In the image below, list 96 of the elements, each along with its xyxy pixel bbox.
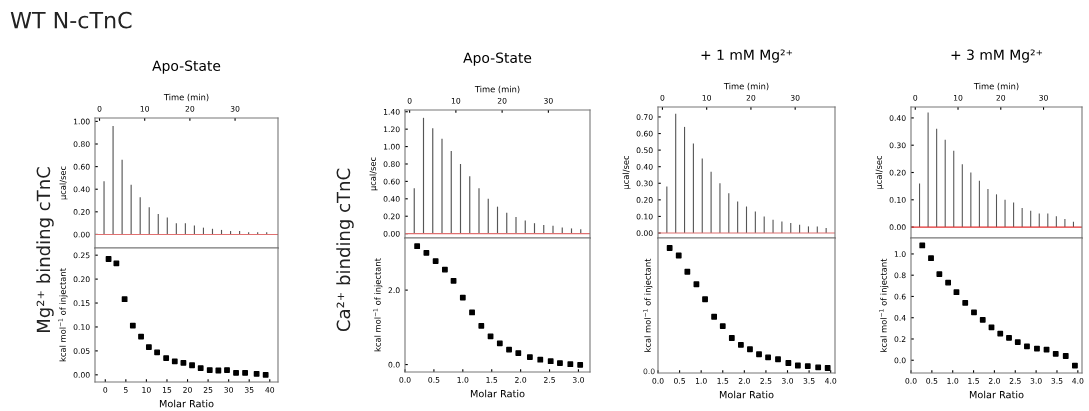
x-axis-title: Molar Ratio [969,390,1024,399]
point [478,322,485,329]
point [919,242,926,249]
point [526,354,533,361]
point [171,358,178,365]
chart-title: + 1 mM Mg²⁺ [701,49,793,63]
point [1024,343,1030,350]
point [121,296,128,303]
point [180,359,187,366]
y-axis-title: µcal/sec [622,155,631,189]
point [971,309,977,316]
point [719,323,726,330]
point [262,371,269,378]
point [928,255,934,262]
point [577,362,584,368]
point [547,358,554,365]
point [105,256,112,262]
text: Ca²⁺ binding cTnC [336,168,354,332]
point [557,360,563,366]
point [728,335,735,341]
x-axis-title: Molar Ratio [470,389,525,398]
point [567,361,574,368]
point [145,344,152,350]
point [469,309,475,316]
y-axis-title: µcal/sec [875,155,884,189]
y-axis-title: µcal/sec [369,157,378,191]
y-axis-title: kcal mol$^{−1}$ of injectant [643,258,653,352]
chart-title: + 3 mM Mg²⁺ [951,49,1043,63]
text: WT N-cTnC [10,11,132,29]
point [775,356,781,363]
point [441,266,448,273]
point [953,289,960,296]
point [1034,345,1040,352]
point [1062,353,1069,359]
point [242,370,248,376]
x-axis-title: Molar Ratio [719,390,774,399]
point [1043,346,1050,353]
point [988,324,995,331]
point [487,333,494,340]
point [206,367,213,373]
point [154,349,160,356]
x-axis-title: Time (min) [973,82,1019,91]
point [197,365,204,372]
point [224,367,230,373]
chart-title: Apo-State [152,60,221,74]
point [747,346,753,353]
point [189,362,195,369]
point [432,258,439,264]
point [129,322,136,329]
point [997,330,1004,337]
point [1014,339,1021,346]
point [233,370,239,376]
point [1006,335,1012,341]
x-axis-title: Molar Ratio [159,399,214,408]
point [1052,350,1059,357]
y-axis-title: kcal mol$^{−1}$ of injectant [58,268,68,362]
x-axis-title: Time (min) [723,82,769,91]
point [675,252,682,259]
point [785,360,792,366]
point [765,354,771,361]
point [945,279,952,286]
point [979,316,986,323]
point [756,351,762,358]
point [423,249,430,256]
point [936,271,943,278]
y-axis-title: µcal/sec [59,166,68,200]
point [711,313,718,320]
point [163,355,170,361]
point [253,370,260,377]
text: Mg²⁺ binding cTnC [36,167,54,333]
point [794,362,801,369]
point [684,268,691,275]
point [824,365,831,371]
point [515,350,522,356]
point [693,281,700,288]
x-axis-title: Time (min) [474,85,520,94]
point [138,333,144,340]
point [113,260,120,267]
point [962,299,969,306]
point [506,346,512,353]
point [414,243,421,250]
point [215,367,222,374]
point [496,340,503,347]
point [537,356,544,363]
x-axis-title: Time (min) [163,93,209,102]
point [737,341,744,348]
point [459,294,466,301]
point [1072,362,1078,369]
point [815,364,822,371]
point [450,277,457,284]
point [804,363,811,370]
y-axis-title: kcal mol$^{−1}$ of injectant [373,258,383,352]
chart-title: Apo-State [463,52,532,66]
y-axis-title: kcal mol$^{−1}$ of injectant [879,258,889,352]
point [702,296,708,303]
point [666,245,673,251]
